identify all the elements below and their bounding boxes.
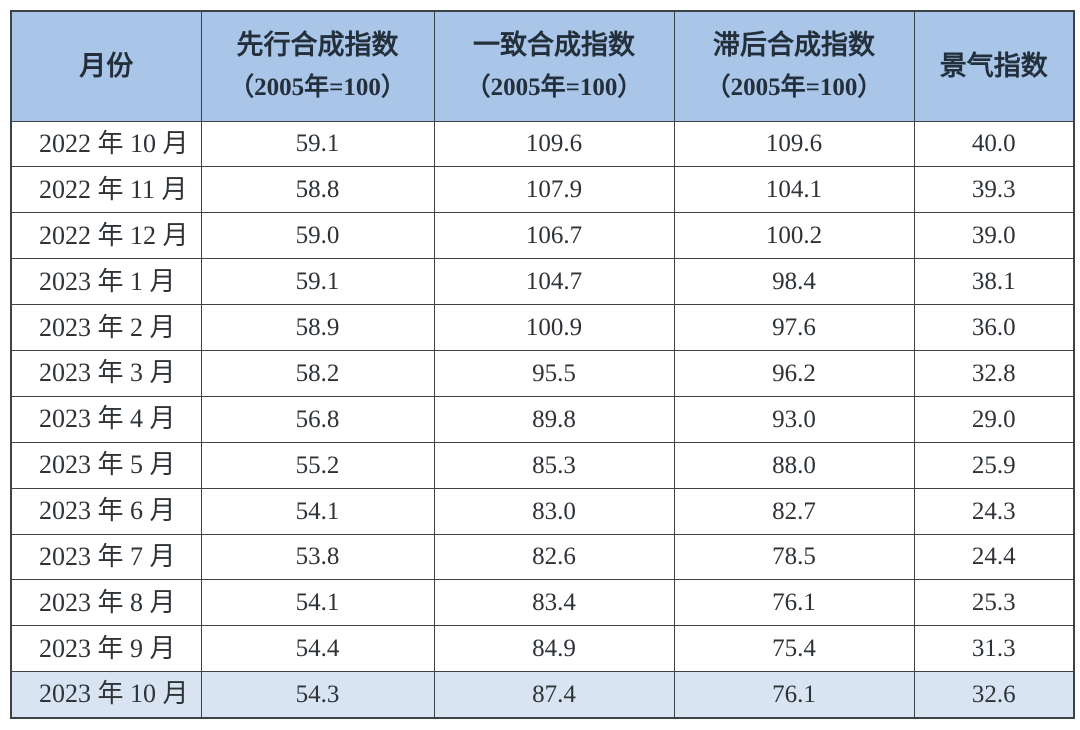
table-row: 2023 年 3 月 58.2 95.5 96.2 32.8 <box>10 349 1075 397</box>
value-cell: 82.7 <box>673 487 915 535</box>
table-row-highlighted: 2023 年 10 月 54.3 87.4 76.1 32.6 <box>10 671 1075 719</box>
table-row: 2023 年 9 月 54.4 84.9 75.4 31.3 <box>10 625 1075 673</box>
value-cell: 93.0 <box>673 395 915 443</box>
value-cell: 24.4 <box>913 533 1075 581</box>
value-cell: 85.3 <box>433 441 675 489</box>
value-cell: 106.7 <box>433 212 675 260</box>
value-cell: 54.4 <box>200 625 435 673</box>
value-cell: 104.1 <box>673 166 915 214</box>
month-cell: 2023 年 10 月 <box>10 671 202 719</box>
column-header-2: 先行合成指数 （2005年=100） <box>200 10 435 122</box>
value-cell: 82.6 <box>433 533 675 581</box>
value-cell: 89.8 <box>433 395 675 443</box>
column-header-label: 滞后合成指数 <box>713 30 875 61</box>
value-cell: 55.2 <box>200 441 435 489</box>
value-cell: 53.8 <box>200 533 435 581</box>
table-row: 2023 年 8 月 54.1 83.4 76.1 25.3 <box>10 579 1075 627</box>
value-cell: 83.4 <box>433 579 675 627</box>
column-header-5: 景气指数 <box>913 10 1075 122</box>
value-cell: 58.2 <box>200 349 435 397</box>
value-cell: 56.8 <box>200 395 435 443</box>
month-cell: 2023 年 3 月 <box>10 349 202 397</box>
economic-prosperity-index-table: 月份 先行合成指数 （2005年=100） 一致合成指数 （2005年=100） 滞后合成… <box>10 10 1075 719</box>
value-cell: 29.0 <box>913 395 1075 443</box>
table-row: 2022 年 10 月 59.1 109.6 109.6 40.0 <box>10 120 1075 168</box>
value-cell: 59.0 <box>200 212 435 260</box>
table-row: 2023 年 6 月 54.1 83.0 82.7 24.3 <box>10 487 1075 535</box>
value-cell: 54.1 <box>200 579 435 627</box>
value-cell: 25.9 <box>913 441 1075 489</box>
value-cell: 97.6 <box>673 304 915 351</box>
month-cell: 2023 年 7 月 <box>10 533 202 581</box>
column-header-label: 景气指数 <box>939 50 1048 81</box>
table-row: 2023 年 5 月 55.2 85.3 88.0 25.9 <box>10 441 1075 489</box>
value-cell: 100.9 <box>433 304 675 351</box>
value-cell: 54.1 <box>200 487 435 535</box>
value-cell: 39.3 <box>913 166 1075 214</box>
column-header-sublabel: （2005年=100） <box>229 74 406 102</box>
column-header-label: 月份 <box>79 50 134 81</box>
value-cell: 107.9 <box>433 166 675 214</box>
column-header-1: 月份 <box>10 10 202 122</box>
value-cell: 54.3 <box>200 671 435 719</box>
table-body: 2022 年 10 月 59.1 109.6 109.6 40.0 2022 年 11 月… <box>10 120 1075 719</box>
value-cell: 98.4 <box>673 258 915 306</box>
column-header-3: 一致合成指数 （2005年=100） <box>433 10 675 122</box>
column-header-label: 一致合成指数 <box>473 30 635 61</box>
value-cell: 25.3 <box>913 579 1075 627</box>
column-header-label: 先行合成指数 <box>236 30 399 61</box>
table-row: 2022 年 11 月 58.8 107.9 104.1 39.3 <box>10 166 1075 214</box>
value-cell: 38.1 <box>913 258 1075 306</box>
value-cell: 76.1 <box>673 671 915 719</box>
value-cell: 95.5 <box>433 349 675 397</box>
column-header-sublabel: （2005年=100） <box>465 74 643 102</box>
month-cell: 2023 年 8 月 <box>10 579 202 627</box>
month-cell: 2023 年 4 月 <box>10 395 202 443</box>
table-header: 月份 先行合成指数 （2005年=100） 一致合成指数 （2005年=100） 滞后合成… <box>10 10 1075 122</box>
value-cell: 24.3 <box>913 487 1075 535</box>
value-cell: 39.0 <box>913 212 1075 260</box>
value-cell: 59.1 <box>200 120 435 168</box>
value-cell: 84.9 <box>433 625 675 673</box>
value-cell: 32.8 <box>913 349 1075 397</box>
table-row: 2023 年 2 月 58.9 100.9 97.6 36.0 <box>10 304 1075 351</box>
value-cell: 78.5 <box>673 533 915 581</box>
month-cell: 2023 年 2 月 <box>10 304 202 351</box>
value-cell: 87.4 <box>433 671 675 719</box>
month-cell: 2023 年 9 月 <box>10 625 202 673</box>
table-row: 2023 年 4 月 56.8 89.8 93.0 29.0 <box>10 395 1075 443</box>
value-cell: 58.9 <box>200 304 435 351</box>
value-cell: 83.0 <box>433 487 675 535</box>
column-header-sublabel: （2005年=100） <box>705 74 883 102</box>
table-row: 2023 年 1 月 59.1 104.7 98.4 38.1 <box>10 258 1075 306</box>
value-cell: 59.1 <box>200 258 435 306</box>
value-cell: 58.8 <box>200 166 435 214</box>
month-cell: 2023 年 1 月 <box>10 258 202 306</box>
value-cell: 31.3 <box>913 625 1075 673</box>
table-row: 2023 年 7 月 53.8 82.6 78.5 24.4 <box>10 533 1075 581</box>
header-row: 月份 先行合成指数 （2005年=100） 一致合成指数 （2005年=100） 滞后合成… <box>10 10 1075 122</box>
value-cell: 36.0 <box>913 304 1075 351</box>
month-cell: 2023 年 6 月 <box>10 487 202 535</box>
value-cell: 109.6 <box>673 120 915 168</box>
value-cell: 109.6 <box>433 120 675 168</box>
table-row: 2022 年 12 月 59.0 106.7 100.2 39.0 <box>10 212 1075 260</box>
month-cell: 2022 年 10 月 <box>10 120 202 168</box>
value-cell: 32.6 <box>913 671 1075 719</box>
value-cell: 76.1 <box>673 579 915 627</box>
value-cell: 40.0 <box>913 120 1075 168</box>
month-cell: 2022 年 12 月 <box>10 212 202 260</box>
month-cell: 2022 年 11 月 <box>10 166 202 214</box>
value-cell: 96.2 <box>673 349 915 397</box>
value-cell: 100.2 <box>673 212 915 260</box>
value-cell: 104.7 <box>433 258 675 306</box>
value-cell: 88.0 <box>673 441 915 489</box>
month-cell: 2023 年 5 月 <box>10 441 202 489</box>
column-header-4: 滞后合成指数 （2005年=100） <box>673 10 915 122</box>
value-cell: 75.4 <box>673 625 915 673</box>
